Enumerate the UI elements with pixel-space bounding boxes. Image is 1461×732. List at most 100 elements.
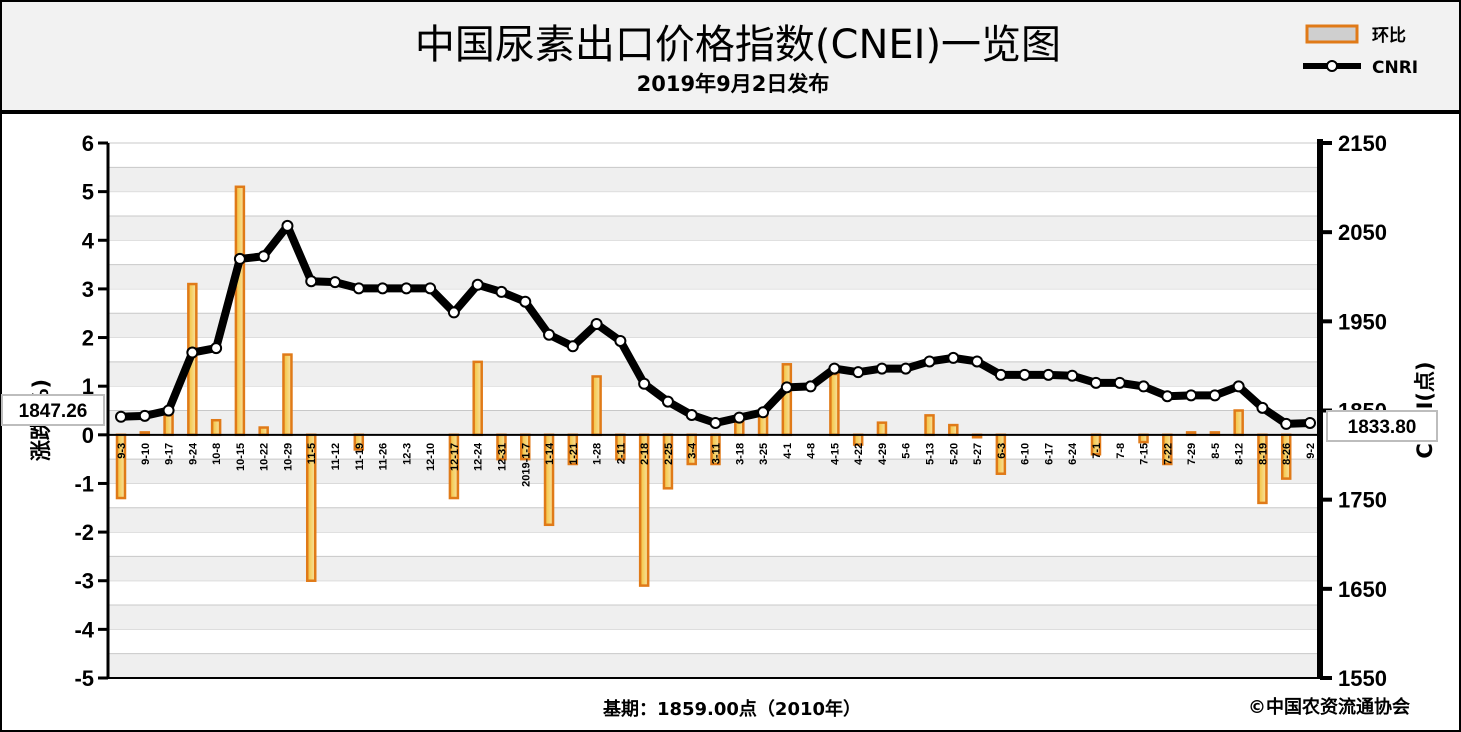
cnri-point-7-29 xyxy=(1185,389,1198,402)
y-left-tick-3: 3 xyxy=(82,277,94,302)
bar-9-17 xyxy=(163,414,174,437)
bar-5-20 xyxy=(948,423,959,437)
footer-copyright: ©中国农资流通协会 xyxy=(1248,696,1410,718)
x-tick-3-11: 3-11 xyxy=(711,443,723,464)
cnri-point-12-24 xyxy=(471,278,484,291)
grid-band xyxy=(108,264,1320,289)
cnri-point-4-22 xyxy=(852,366,865,379)
cnri-point-2019-1-7 xyxy=(519,295,532,308)
cnri-point-9-2 xyxy=(1304,416,1316,429)
legend: 环比 CNRI xyxy=(1303,24,1418,78)
y-left-tick-6: 6 xyxy=(82,131,94,156)
cnri-point-6-17 xyxy=(1042,368,1055,381)
grid-band xyxy=(108,556,1320,581)
cnri-point-11-5 xyxy=(305,275,318,288)
x-tick-2-25: 2-25 xyxy=(663,443,675,465)
x-tick-8-26: 8-26 xyxy=(1281,443,1293,465)
header-band xyxy=(0,0,1461,112)
cnri-point-9-17 xyxy=(162,404,175,417)
x-tick-4-15: 4-15 xyxy=(829,443,841,465)
grid-band xyxy=(108,313,1320,338)
x-tick-7-22: 7-22 xyxy=(1162,443,1174,465)
x-tick-11-19: 11-19 xyxy=(354,443,366,471)
cnri-point-7-22 xyxy=(1161,390,1174,403)
y-left-tick--3: -3 xyxy=(74,569,94,594)
y-right-tick-1550: 1550 xyxy=(1338,666,1387,691)
x-tick-6-24: 6-24 xyxy=(1067,442,1079,465)
x-tick-3-4: 3-4 xyxy=(687,442,699,459)
cnri-point-7-8 xyxy=(1113,376,1126,389)
cnri-point-11-12 xyxy=(329,276,342,289)
y-right-tick-1750: 1750 xyxy=(1338,488,1387,513)
x-tick-7-8: 7-8 xyxy=(1115,443,1127,459)
y-left-tick-2: 2 xyxy=(82,326,94,351)
x-tick-12-3: 12-3 xyxy=(401,443,413,465)
cnri-point-11-26 xyxy=(376,282,389,295)
y-left-tick-1: 1 xyxy=(82,374,94,399)
cnri-point-8-26 xyxy=(1280,417,1293,430)
legend-bar-swatch xyxy=(1305,24,1359,44)
cnri-point-5-20 xyxy=(947,351,960,364)
bar-10-15 xyxy=(234,185,246,437)
callout-right: 1833.80 xyxy=(1326,410,1438,442)
cnri-point-9-24 xyxy=(186,346,199,359)
cnri-point-2-25 xyxy=(661,395,674,408)
cnri-point-11-19 xyxy=(352,282,365,295)
bar-10-22 xyxy=(258,426,269,437)
cnri-point-2-18 xyxy=(638,377,651,390)
x-tick-3-25: 3-25 xyxy=(758,443,770,465)
x-tick-5-6: 5-6 xyxy=(901,443,913,459)
line-series xyxy=(115,219,1316,430)
x-tick-5-27: 5-27 xyxy=(972,443,984,465)
cnri-point-6-3 xyxy=(994,368,1007,381)
cnri-point-3-4 xyxy=(685,408,698,421)
y-right-tick-2150: 2150 xyxy=(1338,131,1387,156)
x-tick-6-3: 6-3 xyxy=(996,443,1008,459)
x-tick-11-5: 11-5 xyxy=(306,443,318,464)
x-tick-6-17: 6-17 xyxy=(1043,443,1055,465)
x-tick-9-10: 9-10 xyxy=(140,443,152,465)
chart-subtitle: 2019年9月2日发布 xyxy=(637,72,830,96)
cnri-point-10-22 xyxy=(257,250,270,263)
callout-left-box xyxy=(1,394,105,426)
chart-title: 中国尿素出口价格指数(CNEI)一览图 xyxy=(415,22,1061,68)
x-tick-7-29: 7-29 xyxy=(1186,443,1198,465)
x-tick-10-22: 10-22 xyxy=(259,443,271,471)
bar-12-24 xyxy=(472,360,483,437)
bar-7-15 xyxy=(1138,433,1149,444)
x-tick-10-8: 10-8 xyxy=(211,443,223,465)
x-tick-4-29: 4-29 xyxy=(877,443,889,465)
x-tick-12-17: 12-17 xyxy=(449,443,461,471)
y-left-tick--1: -1 xyxy=(74,471,94,496)
x-tick-2-18: 2-18 xyxy=(639,443,651,465)
x-tick-8-19: 8-19 xyxy=(1257,443,1269,465)
cnri-point-8-5 xyxy=(1208,389,1221,402)
cnri-point-4-15 xyxy=(828,362,841,375)
cnri-point-12-10 xyxy=(424,282,437,295)
x-tick-5-13: 5-13 xyxy=(925,443,937,465)
x-tick-6-10: 6-10 xyxy=(1020,443,1032,465)
x-tick-8-12: 8-12 xyxy=(1234,443,1246,465)
grid-band xyxy=(108,507,1320,533)
cnri-point-12-17 xyxy=(447,306,460,319)
cnri-point-3-18 xyxy=(733,411,746,424)
x-tick-1-14: 1-14 xyxy=(544,442,556,465)
x-tick-7-15: 7-15 xyxy=(1139,443,1151,465)
cnri-point-3-11 xyxy=(709,416,722,429)
callout-left: 1847.26 xyxy=(1,394,105,426)
cnri-point-6-24 xyxy=(1066,369,1079,382)
grid-band xyxy=(108,167,1320,192)
cnri-point-6-10 xyxy=(1018,368,1031,381)
legend-line-marker xyxy=(1326,60,1338,72)
x-tick-10-15: 10-15 xyxy=(235,443,247,471)
grid-band xyxy=(108,605,1320,630)
x-tick-4-8: 4-8 xyxy=(806,443,818,459)
cnri-point-4-29 xyxy=(875,362,888,375)
cnri-point-5-27 xyxy=(971,355,984,368)
cnri-point-8-19 xyxy=(1256,401,1269,414)
cnri-point-4-1 xyxy=(780,381,793,394)
y-right-tick-1650: 1650 xyxy=(1338,577,1387,602)
cnri-point-10-29 xyxy=(281,219,294,232)
legend-line-label: CNRI xyxy=(1372,58,1418,78)
